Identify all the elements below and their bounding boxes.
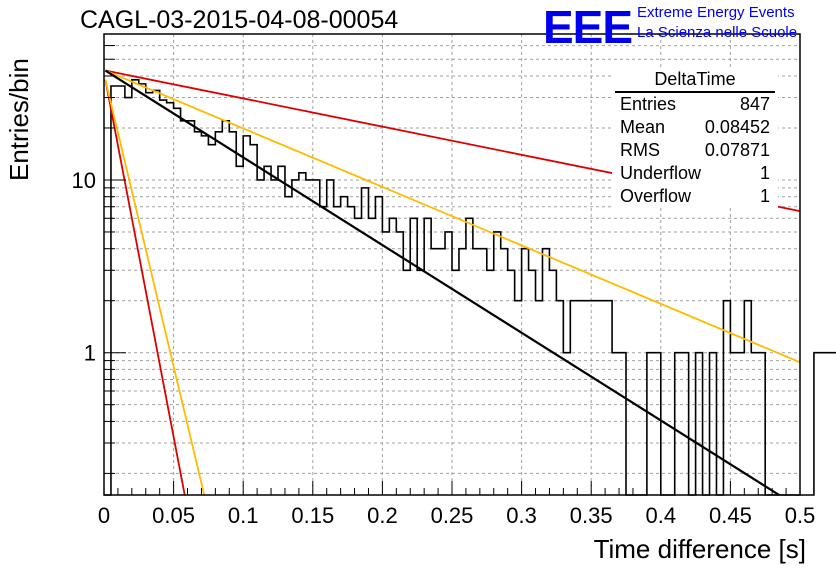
fit-line [104, 79, 206, 495]
y-axis-label: Entries/bin [4, 58, 34, 181]
stats-row-rms: RMS 0.07871 [612, 139, 778, 162]
x-tick-label: 0.2 [367, 503, 398, 528]
stats-label: RMS [620, 140, 660, 160]
x-tick-label: 0.05 [152, 503, 195, 528]
stats-row-underflow: Underflow 1 [612, 162, 778, 185]
stats-value: 0.08452 [704, 117, 770, 137]
logo-subtitle-line1: Extreme Energy Events [637, 4, 795, 21]
stats-value: 0.07871 [704, 140, 770, 160]
stats-label: Underflow [620, 163, 702, 183]
eee-logo: EEE [543, 1, 633, 53]
stats-title: DeltaTime [615, 69, 775, 93]
stats-label: Overflow [620, 186, 692, 206]
run-title: CAGL-03-2015-04-08-00054 [80, 6, 399, 34]
x-axis-label: Time difference [s] [593, 534, 806, 564]
stats-value: 847 [739, 94, 770, 114]
y-tick-label: 10 [72, 168, 96, 193]
histogram-outline [104, 79, 836, 496]
x-tick-label: 0.35 [570, 503, 613, 528]
x-tick-label: 0 [98, 503, 110, 528]
fit-line [104, 79, 186, 495]
stats-row-entries: Entries 847 [612, 93, 778, 116]
x-tick-label: 0.25 [431, 503, 474, 528]
x-tick-label: 0.4 [646, 503, 677, 528]
stats-box: DeltaTime Entries 847 Mean 0.08452 RMS 0… [612, 69, 778, 208]
x-tick-label: 0.3 [506, 503, 537, 528]
x-tick-label: 0.1 [228, 503, 259, 528]
fit-line [105, 69, 800, 364]
stats-row-overflow: Overflow 1 [612, 185, 778, 208]
stats-row-mean: Mean 0.08452 [612, 116, 778, 139]
fit-line [104, 69, 780, 495]
logo-subtitle-line2: La Scienza nelle Scuole [637, 24, 798, 41]
x-tick-label: 0.45 [709, 503, 752, 528]
stats-value: 1 [759, 186, 770, 206]
stats-label: Entries [620, 94, 677, 114]
x-tick-label: 0.15 [291, 503, 334, 528]
stats-value: 1 [759, 163, 770, 183]
stats-label: Mean [620, 117, 666, 137]
x-tick-label: 0.5 [785, 503, 816, 528]
y-tick-label: 1 [84, 341, 96, 366]
